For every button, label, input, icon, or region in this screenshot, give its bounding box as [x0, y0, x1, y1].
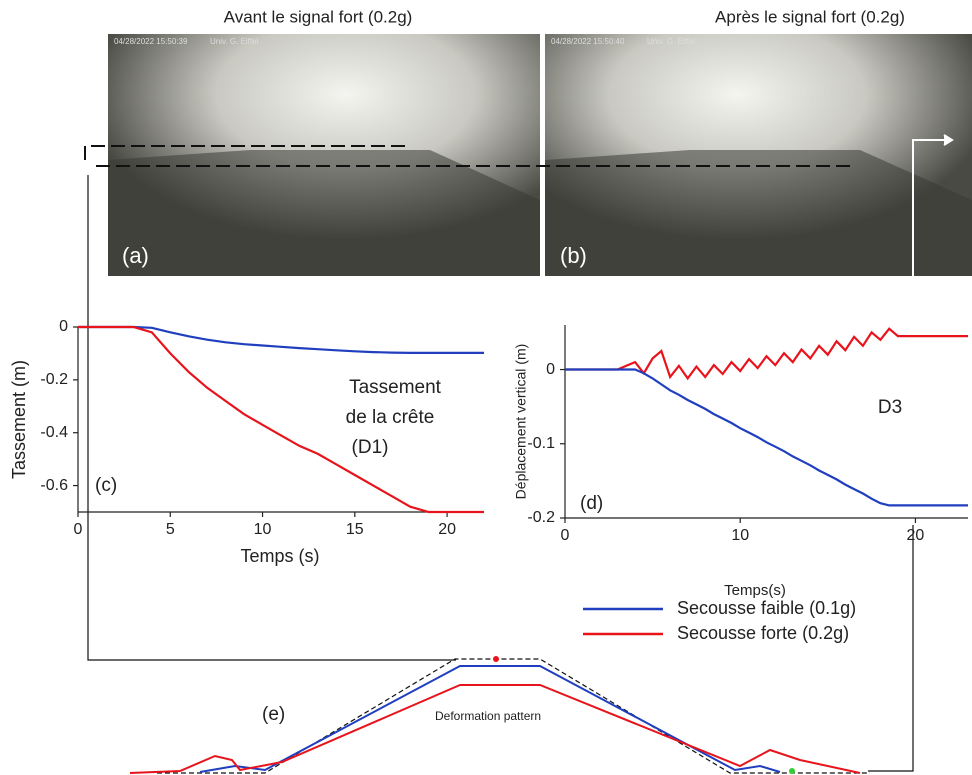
- y-tick-label: -0.2: [40, 371, 68, 388]
- x-tick-label: 10: [731, 527, 749, 544]
- data-line: [565, 327, 968, 381]
- y-tick-label: 0: [546, 361, 555, 378]
- legend-label: Secousse forte (0.2g): [677, 623, 849, 643]
- x-tick-label: 0: [74, 521, 83, 538]
- legend: Secousse faible (0.1g) Secousse forte (0.…: [583, 598, 856, 643]
- x-tick-label: 10: [254, 521, 272, 538]
- strong-profile: [129, 684, 861, 774]
- x-tick-label: 15: [346, 521, 364, 538]
- y-tick-label: -0.6: [40, 477, 68, 494]
- photo-credit: Univ. G. Eiffel: [647, 37, 695, 46]
- guide-lines: [84, 145, 850, 167]
- marker: [493, 656, 499, 662]
- photo-title: Après le signal fort (0.2g): [715, 7, 905, 26]
- connectors: [87, 175, 914, 772]
- y-axis-label: Tassement (m): [9, 360, 29, 479]
- y-tick-label: 0: [59, 318, 68, 335]
- y-tick-label: -0.2: [527, 509, 555, 526]
- x-tick-label: 5: [166, 521, 175, 538]
- y-tick-label: -0.4: [40, 424, 68, 441]
- connector-arrow: [912, 134, 954, 290]
- photo-credit: Univ. G. Eiffel: [210, 37, 258, 46]
- y-tick-label: -0.1: [527, 435, 555, 452]
- photo-shadow: [545, 150, 972, 276]
- weak-profile: [199, 665, 781, 773]
- marker: [789, 768, 795, 774]
- x-tick-label: 20: [438, 521, 456, 538]
- data-line: [565, 368, 968, 507]
- annotation: D3: [878, 397, 902, 418]
- x-axis-label: Temps (s): [240, 546, 319, 566]
- data-line: [78, 325, 484, 514]
- x-tick-label: 0: [561, 527, 570, 544]
- data-line: [78, 325, 484, 354]
- legend-label: Secousse faible (0.1g): [677, 598, 856, 618]
- photo-title: Avant le signal fort (0.2g): [224, 7, 413, 26]
- annotation: Tassement: [349, 377, 442, 398]
- deformation-diagram: [129, 656, 870, 774]
- annotation: (D1): [352, 437, 389, 458]
- x-tick-label: 20: [907, 527, 925, 544]
- y-axis-label: Déplacement vertical (m): [513, 344, 529, 500]
- charts: 0 -0.2 -0.4 -0.6 0 5 10 15 20 Tassement (m) Temps …: [9, 318, 968, 599]
- panel-label: (c): [95, 475, 117, 496]
- panel-label: (a): [122, 243, 149, 268]
- x-axis-label: Temps(s): [724, 582, 786, 599]
- photo-timestamp: 04/28/2022 15:50:39: [114, 37, 188, 46]
- panel-label: (d): [580, 493, 603, 514]
- photo-shadow: [108, 150, 540, 276]
- annotation: de la crête: [346, 407, 435, 428]
- diagram-caption: Deformation pattern: [435, 709, 541, 723]
- photo-timestamp: 04/28/2022 15:50:40: [551, 37, 625, 46]
- panel-label: (e): [262, 704, 285, 725]
- panel-label: (b): [560, 243, 587, 268]
